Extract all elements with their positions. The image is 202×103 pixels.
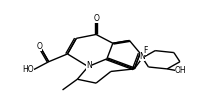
Text: O: O [93,14,99,23]
Text: F: F [143,46,147,55]
Text: N: N [140,52,145,61]
Text: OH: OH [175,66,186,75]
Text: HO: HO [22,65,34,74]
Text: N: N [86,61,92,70]
Text: O: O [36,42,42,51]
